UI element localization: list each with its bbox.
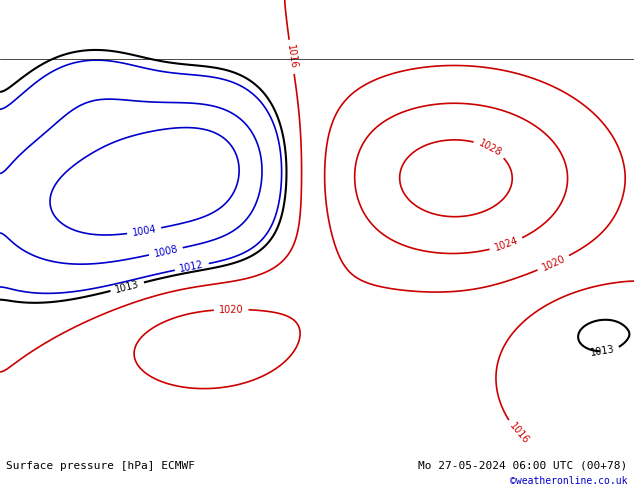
Text: 1004: 1004 xyxy=(131,224,157,238)
Text: 1028: 1028 xyxy=(477,138,503,158)
Text: 1020: 1020 xyxy=(219,304,243,315)
Text: 1016: 1016 xyxy=(285,44,299,70)
Text: ©weatheronline.co.uk: ©weatheronline.co.uk xyxy=(510,476,628,486)
Text: 1020: 1020 xyxy=(540,253,567,273)
Text: 1013: 1013 xyxy=(590,344,615,358)
Text: Mo 27-05-2024 06:00 UTC (00+78): Mo 27-05-2024 06:00 UTC (00+78) xyxy=(418,461,628,471)
Text: 1013: 1013 xyxy=(114,279,140,294)
Text: 1024: 1024 xyxy=(493,236,519,253)
Text: 1012: 1012 xyxy=(179,260,205,274)
Text: 1008: 1008 xyxy=(153,244,179,259)
Text: 1016: 1016 xyxy=(507,421,531,446)
Text: Surface pressure [hPa] ECMWF: Surface pressure [hPa] ECMWF xyxy=(6,461,195,471)
